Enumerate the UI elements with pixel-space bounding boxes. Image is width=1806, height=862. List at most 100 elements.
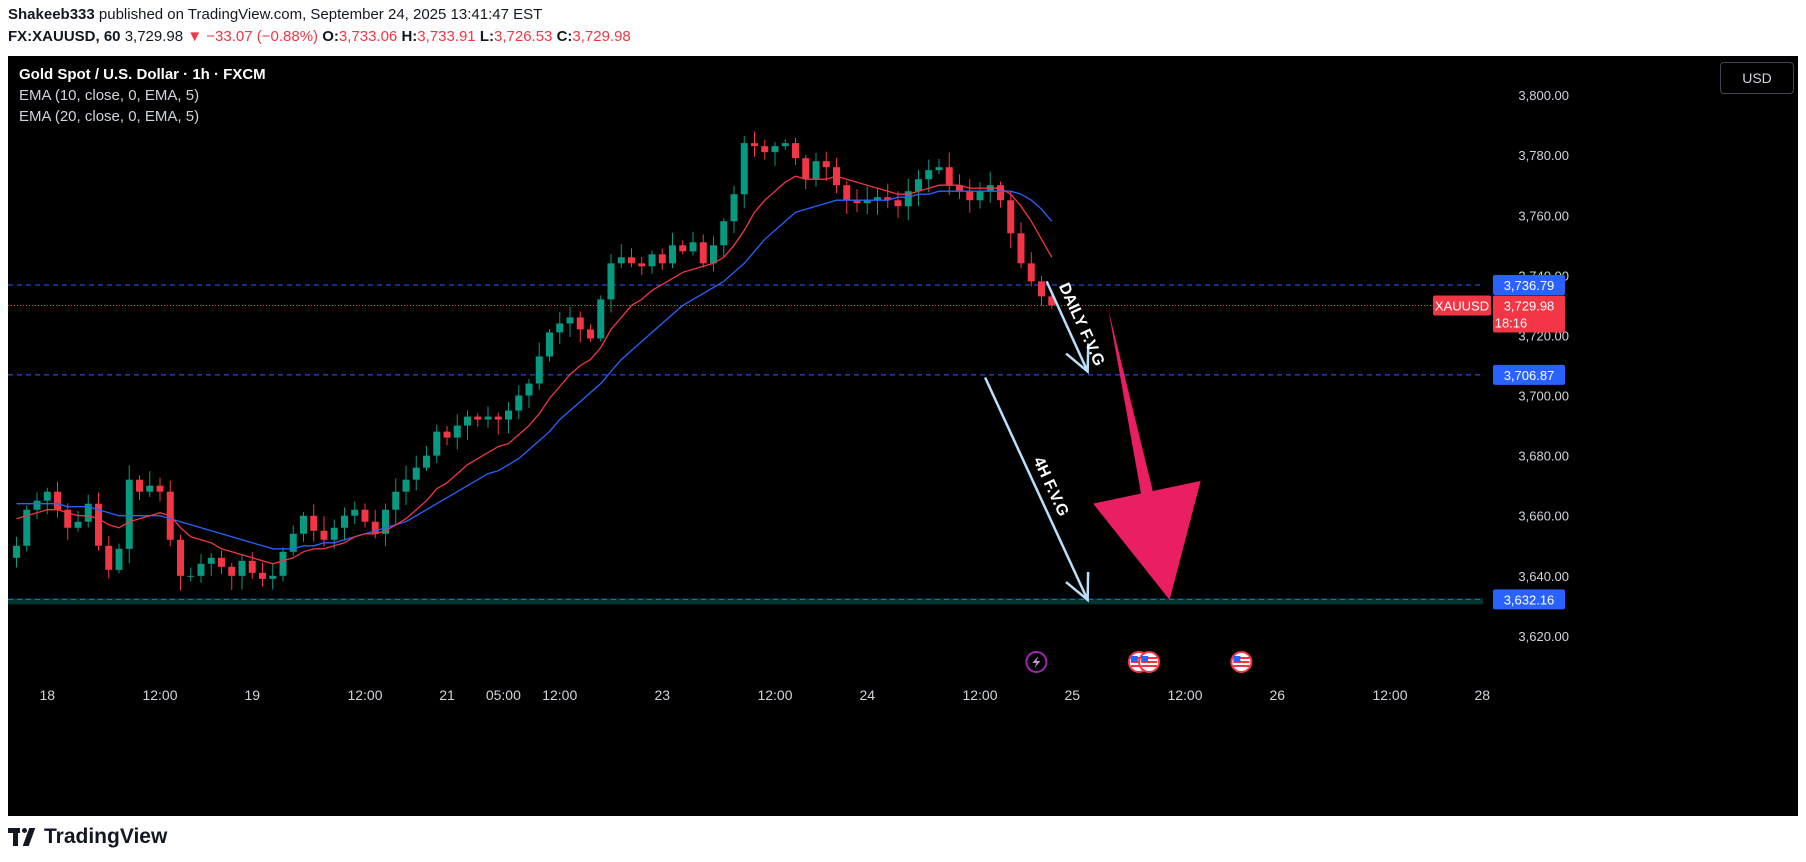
us-flag-icon <box>1230 651 1253 673</box>
candle <box>638 256 646 276</box>
candle-body <box>115 548 123 570</box>
candle <box>361 503 369 528</box>
candle <box>248 552 256 579</box>
legend-ema20[interactable]: EMA (20, close, 0, EMA, 5) <box>19 108 200 125</box>
candle <box>320 516 328 547</box>
y-tick-label: 3,700.00 <box>1518 389 1569 404</box>
candle-body <box>320 530 328 540</box>
currency-button[interactable]: USD <box>1720 62 1794 94</box>
candle-body <box>576 317 584 330</box>
candle <box>822 151 830 182</box>
candle-body <box>156 485 164 492</box>
candle-body <box>771 146 779 153</box>
candle <box>146 471 154 497</box>
last-price-tag-label: 3,729.98 <box>1504 298 1555 313</box>
x-tick-label: 05:00 <box>486 687 521 703</box>
low-value: 3,726.53 <box>494 28 553 45</box>
x-tick-label: 23 <box>654 687 670 703</box>
candle-body <box>341 515 348 528</box>
x-tick-label: 25 <box>1064 687 1080 703</box>
chart-pane[interactable]: 3,620.00 3,640.00 3,660.00 3,680.00 3,700.00… <box>8 56 1798 816</box>
candle-body <box>361 509 369 522</box>
legend-ema10[interactable]: EMA (10, close, 0, EMA, 5) <box>19 87 200 104</box>
candle <box>330 519 338 549</box>
candle <box>689 231 697 256</box>
candle <box>269 563 277 590</box>
candle-body <box>843 185 851 201</box>
candle <box>587 324 594 342</box>
symbol-label[interactable]: FX:XAUUSD, 60 <box>8 28 121 45</box>
candle <box>464 410 471 441</box>
candle-body <box>556 323 564 333</box>
candle-body <box>13 545 20 558</box>
candle <box>166 480 174 547</box>
candle <box>187 567 195 582</box>
candle <box>956 174 963 199</box>
price-chart[interactable]: 3,620.00 3,640.00 3,660.00 3,680.00 3,700.00… <box>8 56 1798 816</box>
candle-body <box>710 245 717 264</box>
candle <box>576 311 584 343</box>
candle <box>730 185 738 234</box>
candle-body <box>802 158 810 180</box>
publish-info: Shakeeb333 published on TradingView.com,… <box>8 6 542 23</box>
candle <box>915 169 922 207</box>
candle-body <box>628 257 635 264</box>
candle-body <box>207 557 215 564</box>
candle-body <box>720 221 728 246</box>
candle <box>771 142 779 166</box>
candle-body <box>566 317 574 324</box>
candle-body <box>915 179 922 192</box>
x-tick-label: 28 <box>1474 687 1490 703</box>
legend-title[interactable]: Gold Spot / U.S. Dollar · 1h · FXCM <box>19 66 266 83</box>
candle <box>228 562 236 590</box>
candle <box>699 234 707 268</box>
candle-body <box>269 575 277 579</box>
candle-body <box>781 143 789 147</box>
x-tick-label: 12:00 <box>962 687 997 703</box>
candle-body <box>1038 281 1045 297</box>
candle-body <box>607 263 615 300</box>
candle-body <box>1048 296 1056 306</box>
candle <box>966 179 974 213</box>
candle-body <box>484 416 492 420</box>
candle <box>156 477 164 502</box>
candle-body <box>433 431 441 456</box>
fvg-zone <box>8 598 1483 605</box>
candle <box>556 311 564 344</box>
candle <box>259 562 266 587</box>
x-tick-label: 12:00 <box>1167 687 1202 703</box>
candle-body <box>730 194 738 222</box>
annotation-arrow <box>983 376 1089 601</box>
close-value: 3,729.98 <box>572 28 631 45</box>
tradingview-logo[interactable]: TradingView <box>8 825 167 849</box>
y-tick-label: 3,780.00 <box>1518 148 1569 163</box>
candle-body <box>136 479 143 492</box>
candle <box>986 171 994 203</box>
candle <box>597 295 605 342</box>
candle-body <box>351 509 359 516</box>
candle-body <box>505 410 512 420</box>
candle <box>935 158 943 175</box>
candle-body <box>617 257 625 264</box>
candle-body <box>740 143 748 195</box>
candle <box>453 414 461 450</box>
us-flag-icon-stripe <box>1130 657 1147 659</box>
candle-body <box>1027 263 1035 282</box>
x-tick-label: 12:00 <box>542 687 577 703</box>
lightning-icon <box>1025 651 1048 673</box>
candle-body <box>997 185 1004 201</box>
candle <box>310 504 318 542</box>
author-name[interactable]: Shakeeb333 <box>8 6 95 23</box>
candle <box>392 478 400 525</box>
candle-body <box>904 191 912 207</box>
x-tick-label: 12:00 <box>757 687 792 703</box>
annotation-arrow-head <box>1065 343 1090 375</box>
candle-body <box>95 503 102 546</box>
candle-body <box>966 191 974 201</box>
candle <box>802 154 810 190</box>
candle-body <box>863 200 871 204</box>
candle <box>617 244 625 269</box>
y-tick-label: 3,640.00 <box>1518 569 1569 584</box>
candle-body <box>597 299 605 339</box>
last-price-text: 3,729.98 <box>124 28 184 45</box>
